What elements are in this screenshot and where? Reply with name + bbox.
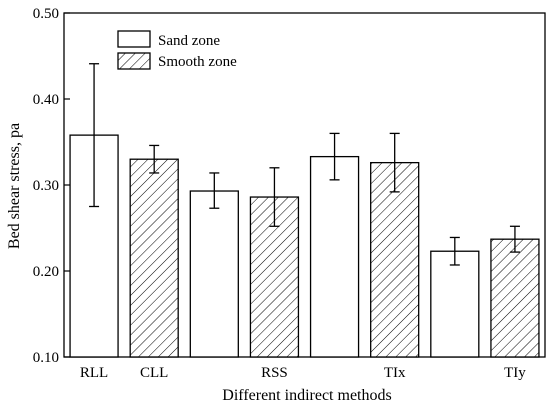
bar: [309, 155, 360, 358]
y-tick-label: 0.10: [33, 350, 59, 366]
legend-swatch-sand-zone: [117, 30, 151, 48]
y-tick-label: 0.30: [33, 178, 59, 194]
x-tick-label: TIx: [384, 365, 406, 381]
legend-label-smooth-zone: Smooth zone: [158, 54, 237, 70]
bar: [129, 158, 179, 358]
bar: [430, 250, 480, 358]
legend: Sand zone Smooth zone: [117, 30, 237, 70]
y-axis-title: Bed shear stress, pa: [6, 123, 23, 249]
bar: [490, 238, 540, 358]
x-tick-label: TIy: [504, 365, 526, 381]
x-tick-label: RLL: [80, 365, 108, 381]
bar: [370, 161, 420, 358]
legend-swatch-smooth-zone: [117, 52, 151, 70]
bar: [189, 190, 239, 358]
x-tick-label: RSS: [261, 365, 288, 381]
y-tick-label: 0.20: [33, 264, 59, 280]
y-tick-label: 0.50: [33, 6, 59, 22]
x-tick-label: CLL: [140, 365, 168, 381]
legend-label-sand-zone: Sand zone: [158, 33, 220, 49]
y-tick-label: 0.40: [33, 92, 59, 108]
plot-area: 0.10 0.20 0.30 0.40 0.50 RLL CLL RSS TIx TIy: [33, 6, 546, 381]
x-axis-title: Different indirect methods: [222, 387, 391, 404]
